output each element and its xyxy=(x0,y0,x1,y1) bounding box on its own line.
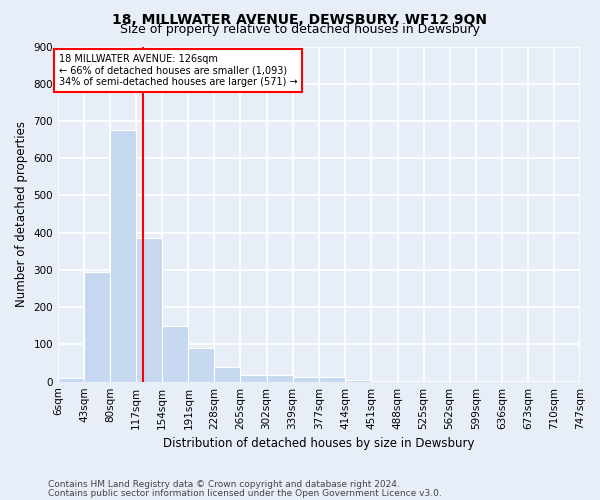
Text: Size of property relative to detached houses in Dewsbury: Size of property relative to detached ho… xyxy=(120,24,480,36)
Bar xyxy=(162,326,188,382)
Bar xyxy=(136,238,162,382)
Text: Contains HM Land Registry data © Crown copyright and database right 2024.: Contains HM Land Registry data © Crown c… xyxy=(48,480,400,489)
Text: 18 MILLWATER AVENUE: 126sqm
← 66% of detached houses are smaller (1,093)
34% of : 18 MILLWATER AVENUE: 126sqm ← 66% of det… xyxy=(59,54,298,87)
Bar xyxy=(84,272,110,382)
Bar xyxy=(241,376,266,382)
Bar xyxy=(188,348,214,382)
Y-axis label: Number of detached properties: Number of detached properties xyxy=(15,121,28,307)
Bar xyxy=(214,367,241,382)
Text: Contains public sector information licensed under the Open Government Licence v3: Contains public sector information licen… xyxy=(48,489,442,498)
Bar xyxy=(319,377,346,382)
X-axis label: Distribution of detached houses by size in Dewsbury: Distribution of detached houses by size … xyxy=(163,437,475,450)
Bar xyxy=(346,380,371,382)
Text: 18, MILLWATER AVENUE, DEWSBURY, WF12 9QN: 18, MILLWATER AVENUE, DEWSBURY, WF12 9QN xyxy=(113,12,487,26)
Bar xyxy=(266,376,293,382)
Bar xyxy=(293,377,319,382)
Bar xyxy=(58,378,84,382)
Bar xyxy=(110,130,136,382)
